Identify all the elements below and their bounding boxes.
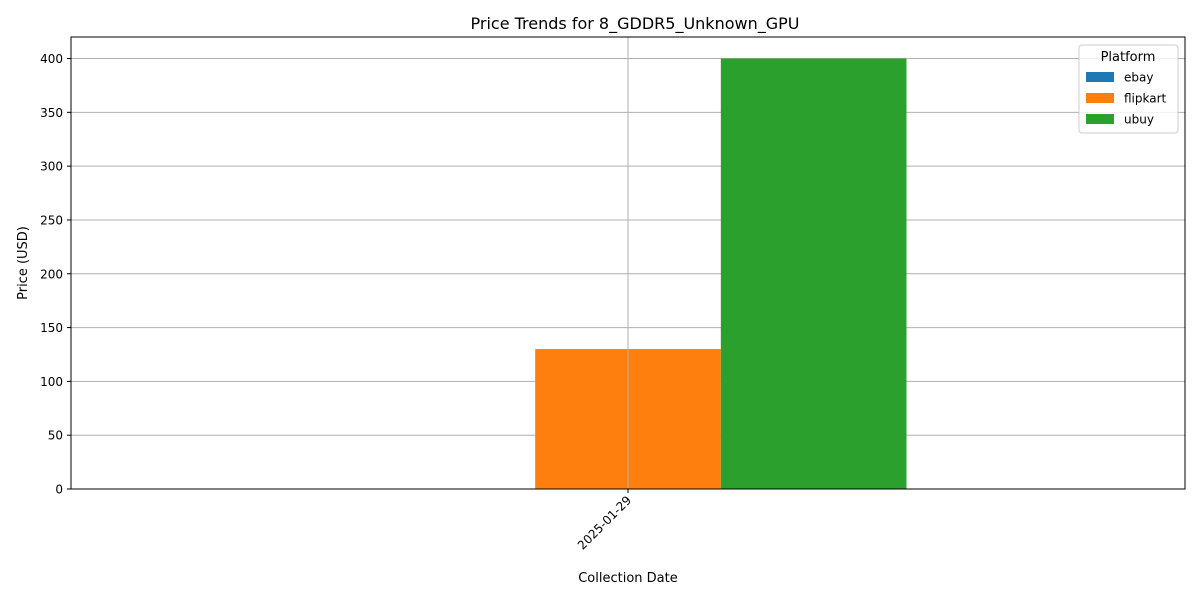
y-tick-label: 0 bbox=[55, 483, 63, 497]
y-tick-label: 100 bbox=[40, 375, 63, 389]
legend-swatch-ebay bbox=[1086, 72, 1114, 82]
legend-items: ebay flipkart ubuy bbox=[1086, 71, 1167, 127]
legend-frame bbox=[1078, 44, 1179, 134]
bar-ubuy bbox=[720, 58, 907, 490]
x-axis-label: Collection Date bbox=[578, 571, 678, 586]
y-tick-label: 350 bbox=[40, 106, 63, 120]
chart-title: Price Trends for 8_GDDR5_Unknown_GPU bbox=[471, 14, 800, 34]
y-tick-label: 50 bbox=[48, 429, 63, 443]
bars bbox=[535, 37, 907, 490]
y-tick-label: 200 bbox=[40, 267, 63, 281]
legend-title: Platform bbox=[1101, 50, 1156, 65]
legend-swatch-flipkart bbox=[1086, 93, 1114, 103]
legend-label-flipkart: flipkart bbox=[1124, 92, 1167, 106]
legend-label-ubuy: ubuy bbox=[1124, 113, 1154, 127]
y-axis-label: Price (USD) bbox=[16, 226, 31, 300]
legend-swatch-ubuy bbox=[1086, 114, 1114, 124]
x-tick-label: 2025-01-29 bbox=[575, 493, 634, 552]
y-tick-label: 400 bbox=[40, 52, 63, 66]
y-tick-label: 150 bbox=[40, 321, 63, 335]
y-tick-label: 250 bbox=[40, 213, 63, 227]
legend: Platform ebay flipkart ubuy bbox=[1078, 44, 1179, 134]
y-tick-label: 300 bbox=[40, 160, 63, 174]
legend-label-ebay: ebay bbox=[1124, 71, 1153, 85]
